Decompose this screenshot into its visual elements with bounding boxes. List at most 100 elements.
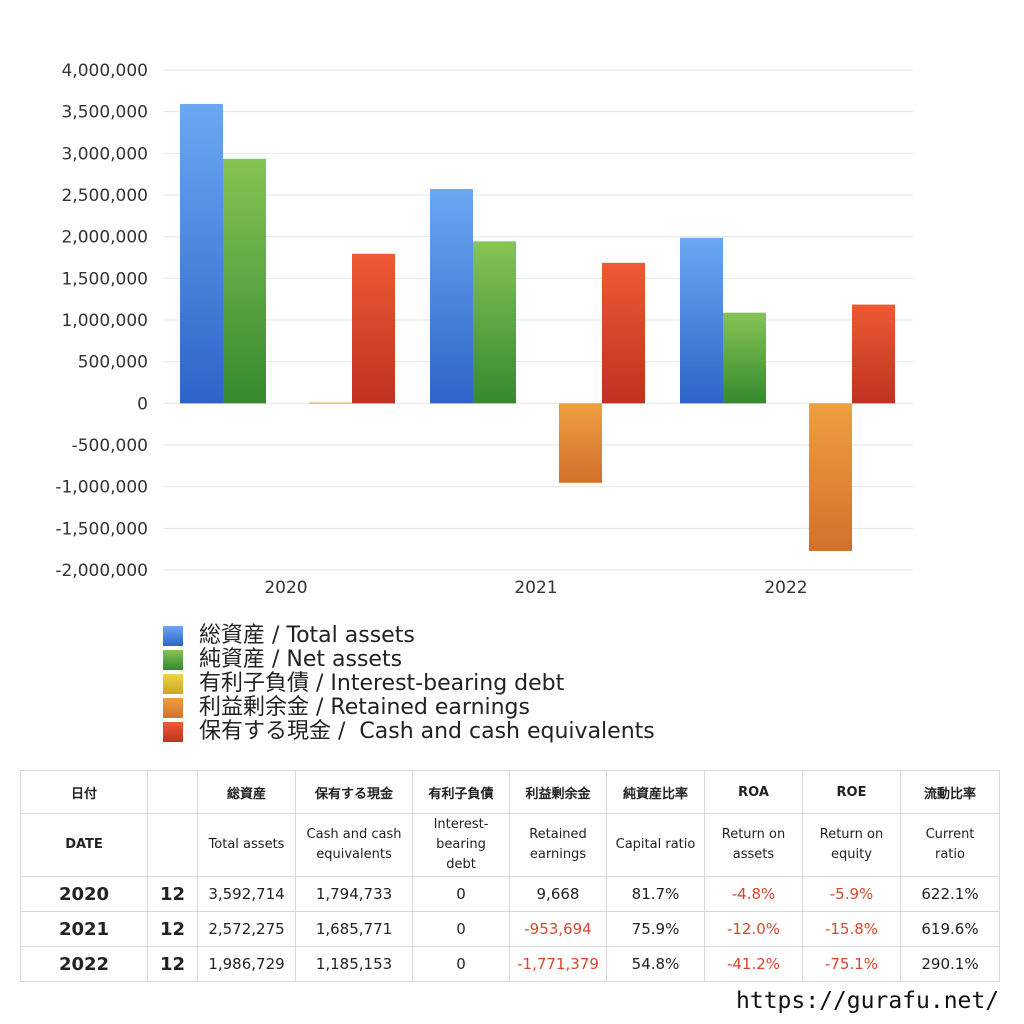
bar-2022-series-4 (852, 304, 895, 404)
y-tick-label: -2,000,000 (55, 561, 148, 581)
header-roe-en: Return on equity (802, 813, 901, 877)
table-header-jp: 日付 総資産 保有する現金 有利子負債 利益剰余金 純資産比率 ROA ROE … (20, 770, 1000, 814)
legend-item-retained-earnings: 利益剰余金 / Retained earnings (163, 696, 655, 720)
gridlines (163, 69, 913, 571)
bar-2021-series-3 (559, 403, 602, 483)
header-debt-en: Interest- bearing debt (412, 813, 510, 877)
legend-item-interest-bearing-debt: 有利子負債 / Interest-bearing debt (163, 672, 655, 696)
y-tick-label: 3,000,000 (61, 144, 148, 164)
table-row: 2022 12 1,986,729 1,185,153 0 -1,771,379… (20, 946, 1000, 982)
x-axis-ticks: 2020 2021 2022 (264, 578, 807, 598)
bar-chart: 4,000,000 3,500,000 3,000,000 2,500,000 2,00… (55, 61, 913, 598)
cell-capital-ratio: 81.7% (606, 876, 705, 912)
cell-debt: 0 (412, 876, 510, 912)
bar-2020-series-0 (180, 103, 223, 404)
y-tick-label: 4,000,000 (61, 61, 148, 81)
cell-roe: -5.9% (802, 876, 901, 912)
cell-cash: 1,185,153 (295, 946, 413, 982)
cell-debt: 0 (412, 911, 510, 947)
bar-2022-series-3 (809, 403, 852, 551)
cell-cash: 1,794,733 (295, 876, 413, 912)
cell-current-ratio: 622.1% (900, 876, 1000, 912)
cell-retained: -1,771,379 (509, 946, 607, 982)
header-total-assets-en: Total assets (197, 813, 296, 877)
cell-year: 2021 (20, 911, 148, 947)
legend-swatch (163, 650, 183, 670)
cell-capital-ratio: 75.9% (606, 911, 705, 947)
legend-item-cash: 保有する現金 / Cash and cash equivalents (163, 720, 655, 744)
cell-roa: -41.2% (704, 946, 803, 982)
header-current-ratio-en: Current ratio (900, 813, 1000, 877)
bar-2022-series-1 (723, 312, 766, 404)
header-total-assets-jp: 総資産 (197, 770, 296, 814)
header-retained-en: Retained earnings (509, 813, 607, 877)
legend-label: 純資産 / Net assets (199, 647, 403, 672)
header-month-jp (147, 770, 198, 814)
bar-2020-series-1 (223, 158, 266, 404)
legend-swatch (163, 722, 183, 742)
cell-year: 2020 (20, 876, 148, 912)
legend-swatch (163, 674, 183, 694)
cell-retained: 9,668 (509, 876, 607, 912)
legend-swatch (163, 698, 183, 718)
y-tick-label: 1,500,000 (61, 269, 148, 289)
y-tick-label: 2,500,000 (61, 186, 148, 206)
legend-item-net-assets: 純資産 / Net assets (163, 648, 655, 672)
header-cash-jp: 保有する現金 (295, 770, 413, 814)
header-roa-en: Return on assets (704, 813, 803, 877)
cell-total-assets: 2,572,275 (197, 911, 296, 947)
bar-2021-series-0 (430, 188, 473, 404)
legend-label: 利益剰余金 / Retained earnings (199, 695, 530, 720)
table-row: 2021 12 2,572,275 1,685,771 0 -953,694 7… (20, 911, 1000, 947)
cell-capital-ratio: 54.8% (606, 946, 705, 982)
y-axis-ticks: 4,000,000 3,500,000 3,000,000 2,500,000 2,00… (55, 61, 148, 581)
bars (180, 103, 895, 551)
legend: 総資産 / Total assets 純資産 / Net assets 有利子負… (163, 624, 655, 744)
x-tick-label: 2021 (514, 578, 557, 598)
legend-swatch (163, 626, 183, 646)
legend-label: 保有する現金 / Cash and cash equivalents (199, 719, 655, 744)
cell-roe: -75.1% (802, 946, 901, 982)
y-tick-label: 500,000 (78, 353, 148, 373)
header-current-ratio-jp: 流動比率 (900, 770, 1000, 814)
legend-label: 有利子負債 / Interest-bearing debt (199, 671, 565, 696)
cell-retained: -953,694 (509, 911, 607, 947)
y-tick-label: -500,000 (72, 436, 148, 456)
bar-2020-series-4 (352, 253, 395, 404)
cell-roa: -4.8% (704, 876, 803, 912)
y-tick-label: -1,000,000 (55, 478, 148, 498)
cell-month: 12 (147, 911, 198, 947)
table-header-en: DATE Total assets Cash and cash equivale… (20, 813, 1000, 877)
cell-debt: 0 (412, 946, 510, 982)
table-row: 2020 12 3,592,714 1,794,733 0 9,668 81.7… (20, 876, 1000, 912)
header-debt-jp: 有利子負債 (412, 770, 510, 814)
legend-label: 総資産 / Total assets (199, 623, 415, 648)
header-cash-en: Cash and cash equivalents (295, 813, 413, 877)
cell-month: 12 (147, 946, 198, 982)
header-date-jp: 日付 (20, 770, 148, 814)
y-tick-label: 3,500,000 (61, 103, 148, 123)
cell-total-assets: 3,592,714 (197, 876, 296, 912)
cell-year: 2022 (20, 946, 148, 982)
y-tick-label: 0 (137, 394, 148, 414)
y-tick-label: -1,500,000 (55, 519, 148, 539)
cell-roa: -12.0% (704, 911, 803, 947)
x-tick-label: 2022 (764, 578, 807, 598)
header-roa-jp: ROA (704, 770, 803, 814)
bar-2021-series-1 (473, 241, 516, 404)
bar-2022-series-0 (680, 237, 723, 404)
cell-month: 12 (147, 876, 198, 912)
cell-total-assets: 1,986,729 (197, 946, 296, 982)
header-month-en (147, 813, 198, 877)
cell-roe: -15.8% (802, 911, 901, 947)
bar-2021-series-4 (602, 262, 645, 404)
header-roe-jp: ROE (802, 770, 901, 814)
cell-current-ratio: 290.1% (900, 946, 1000, 982)
x-tick-label: 2020 (264, 578, 307, 598)
cell-cash: 1,685,771 (295, 911, 413, 947)
header-capital-ratio-jp: 純資産比率 (606, 770, 705, 814)
financial-table: 日付 総資産 保有する現金 有利子負債 利益剰余金 純資産比率 ROA ROE … (20, 770, 1000, 982)
y-tick-label: 1,000,000 (61, 311, 148, 331)
site-url[interactable]: https://gurafu.net/ (736, 988, 1000, 1014)
cell-current-ratio: 619.6% (900, 911, 1000, 947)
